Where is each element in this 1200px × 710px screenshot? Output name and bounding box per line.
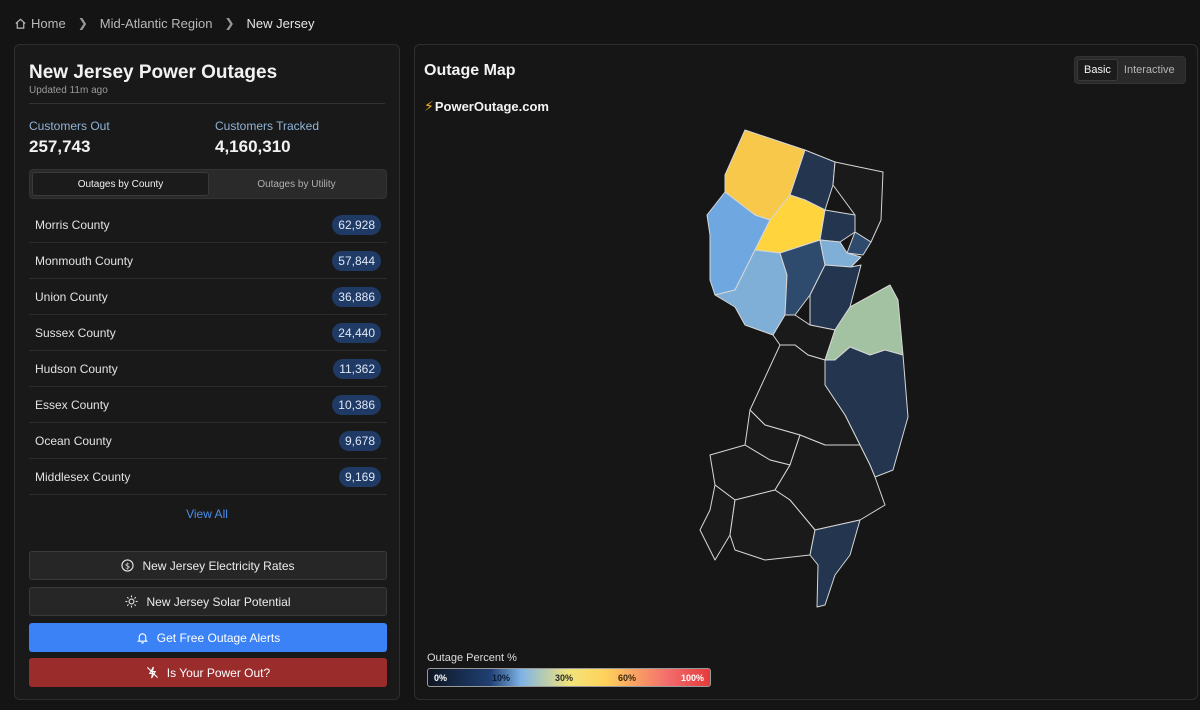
chevron-right-icon: ❯	[77, 16, 88, 30]
outage-tabs: Outages by County Outages by Utility	[29, 169, 387, 199]
list-item[interactable]: Union County 36,886	[29, 279, 387, 315]
outage-count-badge: 10,386	[332, 394, 381, 415]
customers-out-value: 257,743	[29, 137, 91, 156]
legend-tick: 30%	[554, 672, 573, 683]
divider	[29, 103, 385, 104]
county-hudson[interactable]	[846, 231, 872, 256]
county-cape-may[interactable]	[809, 519, 861, 608]
legend-tick: 0%	[434, 672, 448, 683]
outage-count-badge: 36,886	[332, 286, 381, 307]
breadcrumb-current: New Jersey	[246, 15, 315, 31]
sun-icon	[125, 595, 138, 608]
county-name: Middlesex County	[35, 469, 131, 484]
outage-count-badge: 24,440	[332, 322, 381, 343]
county-atlantic[interactable]	[774, 434, 886, 531]
breadcrumb-region[interactable]: Mid-Atlantic Region	[99, 15, 213, 31]
map-panel: Outage Map Basic Interactive ⚡ PowerOuta…	[414, 44, 1198, 700]
customers-tracked-value: 4,160,310	[215, 137, 291, 156]
solar-potential-label: New Jersey Solar Potential	[146, 594, 291, 609]
customers-out-label: Customers Out	[29, 119, 110, 133]
county-name: Sussex County	[35, 325, 116, 340]
updated-timestamp: Updated 11m ago	[29, 85, 108, 96]
county-salem[interactable]	[699, 484, 736, 561]
electricity-rates-label: New Jersey Electricity Rates	[142, 558, 295, 573]
svg-text:$: $	[125, 560, 130, 570]
county-list: Morris County 62,928 Monmouth County 57,84…	[29, 207, 387, 495]
list-item[interactable]: Sussex County 24,440	[29, 315, 387, 351]
customers-tracked-label: Customers Tracked	[215, 119, 320, 133]
tab-outages-by-utility[interactable]: Outages by Utility	[257, 178, 336, 190]
outage-count-badge: 9,169	[338, 466, 381, 487]
outage-count-badge: 9,678	[338, 430, 381, 451]
customers-out-stat: Customers Out 257,743	[29, 119, 110, 157]
dollar-circle-icon: $	[121, 559, 135, 572]
county-name: Essex County	[35, 397, 110, 412]
power-out-label: Is Your Power Out?	[166, 665, 271, 680]
home-icon	[15, 18, 26, 29]
outage-alerts-button[interactable]: Get Free Outage Alerts	[29, 623, 387, 652]
outage-count-badge: 62,928	[332, 214, 381, 235]
view-all-link[interactable]: View All	[186, 507, 228, 521]
solar-potential-button[interactable]: New Jersey Solar Potential	[29, 587, 387, 616]
outage-percent-legend: 0% 10% 30% 60% 100%	[427, 668, 711, 687]
breadcrumb-home-label: Home	[31, 15, 66, 31]
list-item[interactable]: Essex County 10,386	[29, 387, 387, 423]
outage-count-badge: 11,362	[333, 358, 381, 379]
customers-tracked-stat: Customers Tracked 4,160,310	[215, 119, 319, 157]
county-name: Hudson County	[35, 361, 118, 376]
chevron-right-icon: ❯	[224, 16, 235, 30]
legend-tick: 10%	[491, 672, 510, 683]
power-off-icon	[146, 666, 158, 679]
list-item[interactable]: Morris County 62,928	[29, 207, 387, 243]
county-name: Union County	[35, 289, 108, 304]
summary-panel: New Jersey Power Outages Updated 11m ago…	[14, 44, 400, 700]
list-item[interactable]: Monmouth County 57,844	[29, 243, 387, 279]
outage-alerts-label: Get Free Outage Alerts	[156, 630, 281, 645]
tab-outages-by-county[interactable]: Outages by County	[32, 172, 209, 196]
logo-text: PowerOutage.com	[434, 99, 549, 114]
map-title: Outage Map	[424, 62, 516, 79]
lightning-bolt-icon: ⚡	[424, 98, 434, 114]
toggle-basic[interactable]: Basic	[1077, 59, 1118, 81]
county-name: Monmouth County	[35, 253, 134, 268]
bell-icon	[136, 633, 148, 644]
map-mode-toggle: Basic Interactive	[1074, 56, 1186, 84]
electricity-rates-button[interactable]: $ New Jersey Electricity Rates	[29, 551, 387, 580]
list-item[interactable]: Ocean County 9,678	[29, 423, 387, 459]
outage-map[interactable]	[415, 45, 1199, 645]
poweroutage-logo: ⚡ PowerOutage.com	[424, 98, 549, 115]
legend-tick: 100%	[680, 672, 704, 683]
toggle-interactive[interactable]: Interactive	[1123, 64, 1175, 76]
outage-count-badge: 57,844	[332, 250, 381, 271]
legend-title: Outage Percent %	[427, 652, 517, 664]
county-name: Morris County	[35, 217, 110, 232]
legend-tick: 60%	[617, 672, 636, 683]
page-title: New Jersey Power Outages	[29, 62, 278, 83]
county-essex[interactable]	[819, 209, 856, 243]
breadcrumb: Home ❯ Mid-Atlantic Region ❯ New Jersey	[14, 14, 314, 32]
list-item[interactable]: Middlesex County 9,169	[29, 459, 387, 495]
list-item[interactable]: Hudson County 11,362	[29, 351, 387, 387]
breadcrumb-home[interactable]: Home	[14, 16, 66, 31]
power-out-button[interactable]: Is Your Power Out?	[29, 658, 387, 687]
county-name: Ocean County	[35, 433, 112, 448]
